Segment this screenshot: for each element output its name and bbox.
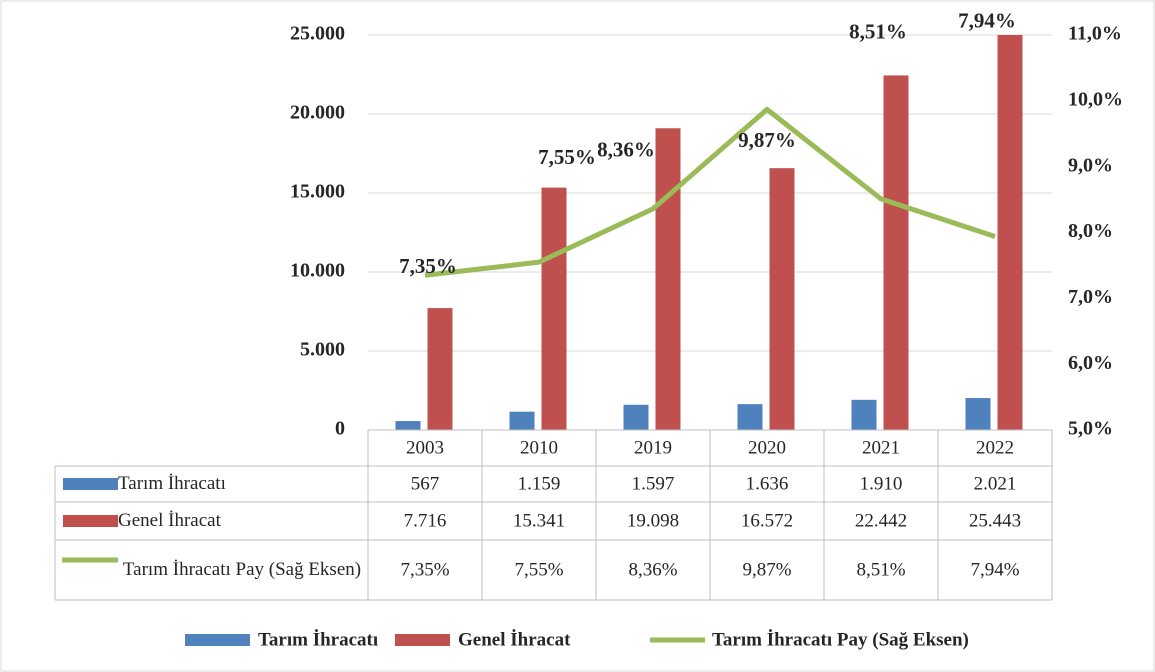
bar bbox=[427, 308, 453, 430]
x-tick-label: 2020 bbox=[748, 437, 786, 458]
table-value: 1.636 bbox=[746, 473, 789, 494]
data-label: 7,55% bbox=[538, 145, 596, 169]
table-value: 2.021 bbox=[974, 473, 1017, 494]
x-tick-label: 2003 bbox=[406, 437, 444, 458]
data-label: 8,36% bbox=[597, 138, 655, 162]
table-key bbox=[63, 478, 118, 490]
table-key bbox=[63, 515, 118, 527]
y2-tick-label: 9,0% bbox=[1068, 154, 1113, 176]
y-tick-label: 10.000 bbox=[290, 260, 345, 282]
bar bbox=[737, 404, 763, 430]
table-value: 9,87% bbox=[742, 559, 791, 580]
table-value: 7,94% bbox=[970, 559, 1019, 580]
y-tick-label: 25.000 bbox=[290, 23, 345, 45]
table-value: 8,51% bbox=[856, 559, 905, 580]
y2-tick-label: 11,0% bbox=[1068, 23, 1122, 45]
line bbox=[424, 106, 996, 278]
data-label: 9,87% bbox=[738, 128, 796, 152]
x-tick-label: 2010 bbox=[520, 437, 558, 458]
row-label: Tarım İhracatı Pay (Sağ Eksen) bbox=[122, 559, 362, 580]
row-label-box: Genel İhracat bbox=[118, 510, 221, 531]
bar bbox=[883, 75, 909, 430]
bar bbox=[655, 128, 681, 430]
row-label-box: Tarım İhracatı bbox=[118, 473, 226, 494]
row-label-box: Tarım İhracatı Pay (Sağ Eksen) bbox=[122, 559, 362, 580]
bar bbox=[509, 411, 535, 430]
x-tick-label: 2022 bbox=[976, 437, 1014, 458]
data-label: 7,94% bbox=[958, 8, 1016, 32]
table-value: 7.716 bbox=[404, 510, 447, 531]
y-tick-label: 20.000 bbox=[290, 102, 345, 124]
bars bbox=[395, 35, 1023, 430]
legend-key bbox=[395, 634, 450, 646]
legend-label: Tarım İhracatı bbox=[258, 629, 378, 650]
bar bbox=[851, 399, 877, 430]
bar bbox=[623, 404, 649, 430]
y2-tick-label: 10,0% bbox=[1068, 88, 1123, 110]
table-value: 25.443 bbox=[969, 510, 1021, 531]
y-tick-label: 15.000 bbox=[290, 181, 345, 203]
table-value: 8,36% bbox=[628, 559, 677, 580]
bar bbox=[541, 187, 567, 430]
table-value: 1.597 bbox=[632, 473, 675, 494]
x-tick-label: 2019 bbox=[634, 437, 672, 458]
table-value: 22.442 bbox=[855, 510, 907, 531]
y2-tick-label: 8,0% bbox=[1068, 220, 1113, 242]
table-value: 16.572 bbox=[741, 510, 793, 531]
table-value: 7,35% bbox=[400, 559, 449, 580]
data-label: 7,35% bbox=[399, 254, 457, 278]
legend-label: Genel İhracat bbox=[458, 629, 571, 650]
table-value: 7,55% bbox=[514, 559, 563, 580]
table-value: 15.341 bbox=[513, 510, 565, 531]
y-tick-label: 0 bbox=[335, 418, 345, 440]
bar bbox=[395, 421, 421, 430]
row-label: Tarım İhracatı bbox=[118, 473, 226, 494]
y2-tick-label: 7,0% bbox=[1068, 286, 1113, 308]
y-tick-label: 5.000 bbox=[300, 339, 345, 361]
legend-key bbox=[185, 634, 250, 646]
bar bbox=[769, 168, 795, 430]
y2-tick-label: 6,0% bbox=[1068, 352, 1113, 374]
y2-tick-label: 5,0% bbox=[1068, 418, 1113, 440]
table-value: 1.910 bbox=[860, 473, 903, 494]
row-label: Genel İhracat bbox=[118, 510, 221, 531]
bar bbox=[997, 35, 1023, 430]
table-value: 567 bbox=[411, 473, 440, 494]
x-tick-label: 2021 bbox=[862, 437, 900, 458]
bar bbox=[965, 398, 991, 430]
table-value: 1.159 bbox=[518, 473, 561, 494]
data-label: 8,51% bbox=[849, 20, 907, 44]
legend-label: Tarım İhracatı Pay (Sağ Eksen) bbox=[712, 629, 969, 650]
table-value: 19.098 bbox=[627, 510, 679, 531]
